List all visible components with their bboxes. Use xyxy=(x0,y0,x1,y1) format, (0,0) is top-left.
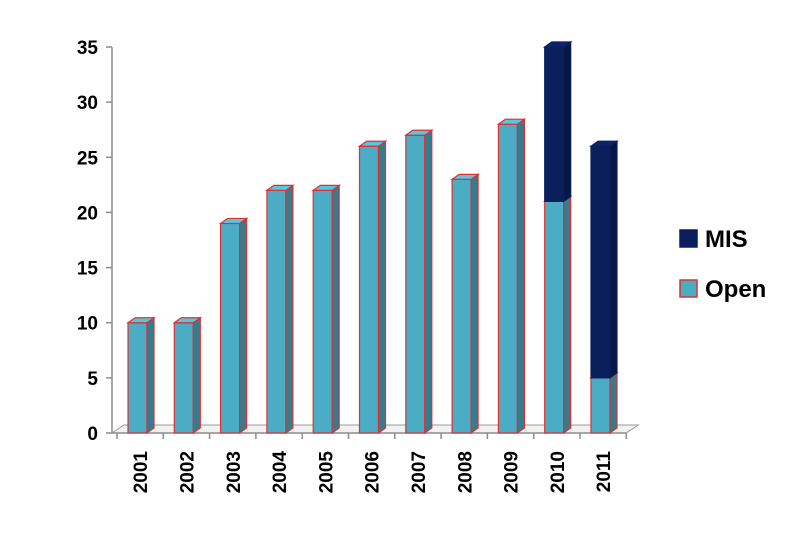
x-category-label: 2010 xyxy=(548,451,569,493)
bar-side xyxy=(331,184,340,435)
y-tick-label: 30 xyxy=(77,93,98,114)
y-tick-label: 20 xyxy=(77,203,98,224)
x-category-label: 2011 xyxy=(594,451,615,493)
y-tick-label: 35 xyxy=(77,38,99,59)
bar-open-2005 xyxy=(311,184,342,435)
bar-top xyxy=(589,140,619,147)
legend-label: Open xyxy=(705,276,766,303)
bar-front xyxy=(544,200,565,434)
bar-top xyxy=(403,129,434,136)
bar-side xyxy=(377,140,387,435)
bar-open-2001 xyxy=(126,316,156,435)
legend: MIS Open xyxy=(679,226,766,303)
bar-top xyxy=(172,317,203,324)
bar-side xyxy=(609,140,618,380)
bar-side xyxy=(192,316,201,435)
bars xyxy=(126,40,619,435)
bar-open-2010 xyxy=(542,195,573,435)
bar-open-2006 xyxy=(357,140,388,435)
bar-front xyxy=(590,377,611,434)
x-axis: 2001 2002 2003 2004 2005 2006 2007 2008 2009 2010… xyxy=(112,432,628,494)
bar-side xyxy=(563,40,572,203)
bar-open-2004 xyxy=(265,184,295,435)
x-category-label: 2001 xyxy=(131,451,152,494)
bar-open-2011 xyxy=(589,371,619,435)
y-tick-label: 5 xyxy=(87,369,98,390)
bar-side xyxy=(516,118,525,435)
bar-side xyxy=(563,195,572,435)
y-tick-label: 10 xyxy=(77,314,98,335)
y-tick-label: 25 xyxy=(77,148,99,169)
bar-front xyxy=(358,145,380,434)
bar-mis-2011 xyxy=(589,140,619,380)
x-category-label: 2002 xyxy=(177,451,198,493)
legend-item-open: Open xyxy=(679,276,766,303)
legend-label: MIS xyxy=(705,226,748,253)
bar-mis-2010 xyxy=(542,40,573,203)
legend-swatch xyxy=(679,279,698,298)
x-category-label: 2005 xyxy=(316,451,337,494)
bar-front xyxy=(497,123,518,434)
x-category-label: 2009 xyxy=(502,451,523,493)
bar-top xyxy=(357,140,388,147)
bar-front xyxy=(405,134,426,434)
bar-side xyxy=(239,217,248,435)
bar-side xyxy=(285,184,294,435)
y-tick-label: 15 xyxy=(77,259,99,280)
bar-open-2009 xyxy=(496,118,527,435)
bar-front xyxy=(127,322,148,434)
bar-top xyxy=(218,217,249,225)
x-category-label: 2008 xyxy=(455,451,476,493)
bar-side xyxy=(470,173,479,435)
bar-front xyxy=(590,145,611,379)
x-category-label: 2006 xyxy=(363,451,384,493)
bar-front xyxy=(173,322,194,434)
bar-front xyxy=(220,222,241,434)
bar-top xyxy=(496,118,527,125)
bar-side xyxy=(146,316,155,435)
bar-top xyxy=(126,317,156,324)
bar-open-2003 xyxy=(218,217,249,435)
bar-front xyxy=(544,46,565,202)
bar-open-2007 xyxy=(403,129,434,435)
bar-open-2002 xyxy=(172,316,203,435)
legend-item-mis: MIS xyxy=(679,226,748,253)
bar-front xyxy=(451,178,472,434)
bar-front xyxy=(312,189,333,434)
y-tick-label: 0 xyxy=(87,424,98,445)
bar-side xyxy=(424,129,433,435)
x-category-label: 2003 xyxy=(224,451,245,493)
bar-side xyxy=(609,371,618,435)
bar-top xyxy=(450,173,480,180)
x-category-label: 2004 xyxy=(270,451,291,494)
y-axis: 0 5 10 15 20 25 30 35 xyxy=(77,38,113,445)
bar-top xyxy=(311,184,342,191)
bar-top xyxy=(265,184,295,191)
x-category-label: 2007 xyxy=(409,451,430,493)
bar-top xyxy=(542,41,573,48)
bar-open-2008 xyxy=(450,173,480,435)
legend-swatch xyxy=(679,229,698,248)
bar-front xyxy=(266,189,287,434)
